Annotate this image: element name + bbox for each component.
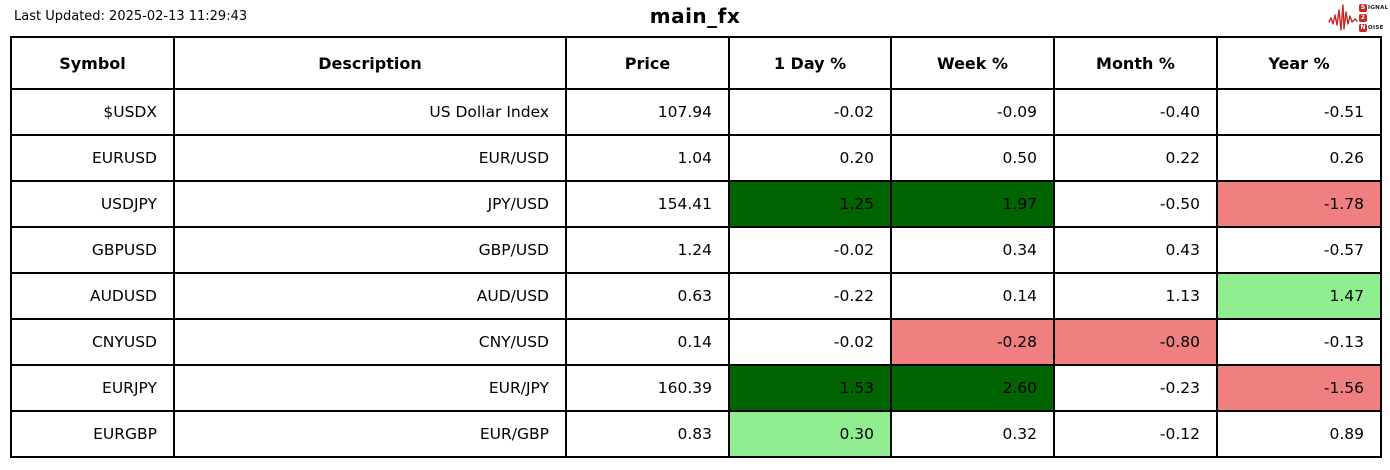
year-pct-cell: -0.13 <box>1216 318 1382 366</box>
day-pct-cell: 0.20 <box>728 134 892 182</box>
signal2noise-logo: S IGNAL 2 N OISE <box>1328 2 1388 34</box>
fx-table-header: Symbol Description Price 1 Day % Week % … <box>10 36 1382 90</box>
description-cell: GBP/USD <box>173 226 567 274</box>
symbol-cell: GBPUSD <box>10 226 175 274</box>
symbol-cell: AUDUSD <box>10 272 175 320</box>
day-pct-cell: -0.02 <box>728 226 892 274</box>
logo-text-noise: OISE <box>1368 25 1384 31</box>
month-pct-cell: -0.50 <box>1053 180 1218 228</box>
table-row: EURUSD EUR/USD 1.04 0.20 0.50 0.22 0.26 <box>10 134 1382 182</box>
description-cell: EUR/JPY <box>173 364 567 412</box>
table-row: EURJPY EUR/JPY 160.39 1.53 2.60 -0.23 -1.56 <box>10 364 1382 412</box>
table-row: AUDUSD AUD/USD 0.63 -0.22 0.14 1.13 1.47 <box>10 272 1382 320</box>
fx-table-body: $USDX US Dollar Index 107.94 -0.02 -0.09 -0.4… <box>10 88 1382 458</box>
price-cell: 1.04 <box>565 134 730 182</box>
logo-line-signal: S IGNAL <box>1359 4 1388 13</box>
year-pct-cell: -0.51 <box>1216 88 1382 136</box>
day-pct-cell: -0.02 <box>728 88 892 136</box>
month-pct-cell: 0.43 <box>1053 226 1218 274</box>
col-header-price: Price <box>565 36 730 90</box>
header-row: Symbol Description Price 1 Day % Week % … <box>10 36 1382 90</box>
table-row: CNYUSD CNY/USD 0.14 -0.02 -0.28 -0.80 -0.13 <box>10 318 1382 366</box>
logo-badge-n: N <box>1359 24 1367 32</box>
logo-line-two: 2 <box>1359 14 1388 23</box>
description-cell: CNY/USD <box>173 318 567 366</box>
year-pct-cell: 1.47 <box>1216 272 1382 320</box>
month-pct-cell: -0.12 <box>1053 410 1218 458</box>
day-pct-cell: -0.22 <box>728 272 892 320</box>
day-pct-cell: 1.25 <box>728 180 892 228</box>
week-pct-cell: -0.28 <box>890 318 1055 366</box>
col-header-week: Week % <box>890 36 1055 90</box>
year-pct-cell: -1.78 <box>1216 180 1382 228</box>
price-cell: 107.94 <box>565 88 730 136</box>
day-pct-cell: -0.02 <box>728 318 892 366</box>
description-cell: US Dollar Index <box>173 88 567 136</box>
description-cell: JPY/USD <box>173 180 567 228</box>
logo-badge-2: 2 <box>1359 14 1367 22</box>
year-pct-cell: -1.56 <box>1216 364 1382 412</box>
month-pct-cell: -0.80 <box>1053 318 1218 366</box>
week-pct-cell: 0.14 <box>890 272 1055 320</box>
table-row: GBPUSD GBP/USD 1.24 -0.02 0.34 0.43 -0.57 <box>10 226 1382 274</box>
price-cell: 160.39 <box>565 364 730 412</box>
year-pct-cell: 0.26 <box>1216 134 1382 182</box>
col-header-1day: 1 Day % <box>728 36 892 90</box>
week-pct-cell: 1.97 <box>890 180 1055 228</box>
col-header-year: Year % <box>1216 36 1382 90</box>
table-row: USDJPY JPY/USD 154.41 1.25 1.97 -0.50 -1.78 <box>10 180 1382 228</box>
day-pct-cell: 1.53 <box>728 364 892 412</box>
week-pct-cell: 0.32 <box>890 410 1055 458</box>
month-pct-cell: -0.40 <box>1053 88 1218 136</box>
col-header-description: Description <box>173 36 567 90</box>
symbol-cell: $USDX <box>10 88 175 136</box>
logo-line-noise: N OISE <box>1359 24 1388 33</box>
logo-badge-s: S <box>1359 4 1367 12</box>
price-cell: 154.41 <box>565 180 730 228</box>
waveform-icon <box>1328 3 1358 33</box>
year-pct-cell: 0.89 <box>1216 410 1382 458</box>
col-header-symbol: Symbol <box>10 36 175 90</box>
price-cell: 0.83 <box>565 410 730 458</box>
price-cell: 1.24 <box>565 226 730 274</box>
month-pct-cell: 1.13 <box>1053 272 1218 320</box>
table-row: EURGBP EUR/GBP 0.83 0.30 0.32 -0.12 0.89 <box>10 410 1382 458</box>
description-cell: EUR/GBP <box>173 410 567 458</box>
week-pct-cell: 2.60 <box>890 364 1055 412</box>
year-pct-cell: -0.57 <box>1216 226 1382 274</box>
logo-text-signal: IGNAL <box>1368 5 1389 11</box>
symbol-cell: USDJPY <box>10 180 175 228</box>
description-cell: AUD/USD <box>173 272 567 320</box>
month-pct-cell: 0.22 <box>1053 134 1218 182</box>
table-row: $USDX US Dollar Index 107.94 -0.02 -0.09 -0.4… <box>10 88 1382 136</box>
symbol-cell: EURJPY <box>10 364 175 412</box>
symbol-cell: CNYUSD <box>10 318 175 366</box>
price-cell: 0.14 <box>565 318 730 366</box>
price-cell: 0.63 <box>565 272 730 320</box>
last-updated-text: Last Updated: 2025-02-13 11:29:43 <box>14 9 248 24</box>
week-pct-cell: 0.34 <box>890 226 1055 274</box>
symbol-cell: EURUSD <box>10 134 175 182</box>
fx-table: Symbol Description Price 1 Day % Week % … <box>10 36 1382 458</box>
week-pct-cell: -0.09 <box>890 88 1055 136</box>
logo-wordmark: S IGNAL 2 N OISE <box>1359 4 1388 33</box>
week-pct-cell: 0.50 <box>890 134 1055 182</box>
col-header-month: Month % <box>1053 36 1218 90</box>
symbol-cell: EURGBP <box>10 410 175 458</box>
month-pct-cell: -0.23 <box>1053 364 1218 412</box>
day-pct-cell: 0.30 <box>728 410 892 458</box>
description-cell: EUR/USD <box>173 134 567 182</box>
page-title: main_fx <box>649 4 741 28</box>
